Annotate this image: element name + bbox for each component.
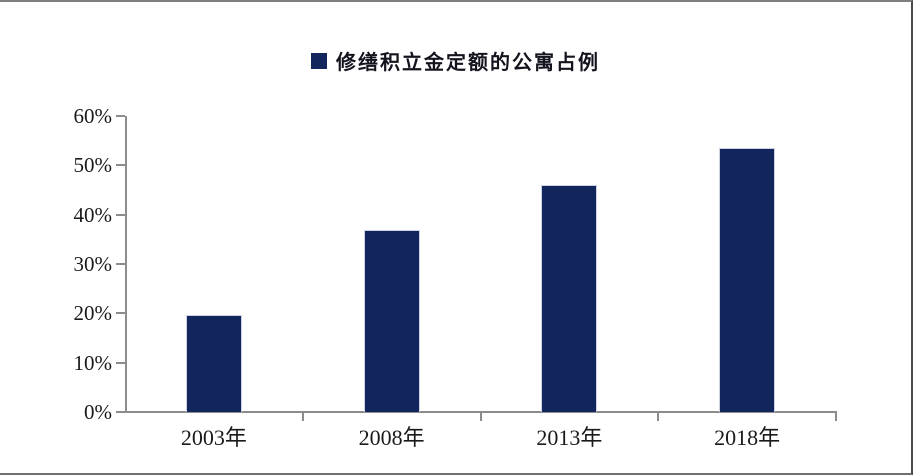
y-axis-tick [116, 164, 125, 167]
y-axis-tick-label: 0% [84, 400, 112, 424]
x-axis-tick [835, 412, 837, 421]
y-axis-tick [116, 312, 125, 315]
x-axis-label: 2008年 [358, 425, 425, 450]
y-axis-tick-label: 10% [73, 350, 113, 375]
bar [541, 185, 598, 412]
x-axis-tick [657, 412, 660, 421]
y-axis-tick [116, 263, 125, 265]
x-axis-label: 2018年 [714, 425, 781, 450]
bar [185, 315, 242, 412]
y-axis-tick-label: 60% [73, 104, 113, 128]
y-axis-tick-label: 30% [73, 252, 113, 276]
y-axis-tick [116, 411, 125, 413]
y-axis-tick-label: 40% [73, 202, 113, 227]
chart-legend: 修缮积立金定额的公寓占例 [0, 46, 911, 75]
bar [363, 230, 420, 412]
legend-swatch-icon [311, 52, 327, 69]
bar [719, 148, 776, 412]
y-axis-tick [116, 115, 125, 117]
x-axis-tick [301, 412, 304, 421]
y-axis-tick-label: 50% [73, 153, 113, 178]
y-axis-tick-label: 20% [73, 301, 113, 326]
x-axis-label: 2003年 [180, 425, 247, 450]
legend-label: 修缮积立金定额的公寓占例 [336, 52, 600, 74]
y-axis-line [125, 116, 127, 413]
y-axis-tick [116, 213, 125, 216]
x-axis-tick [479, 412, 482, 421]
y-axis-tick [116, 361, 125, 364]
x-axis-label: 2013年 [536, 425, 603, 450]
